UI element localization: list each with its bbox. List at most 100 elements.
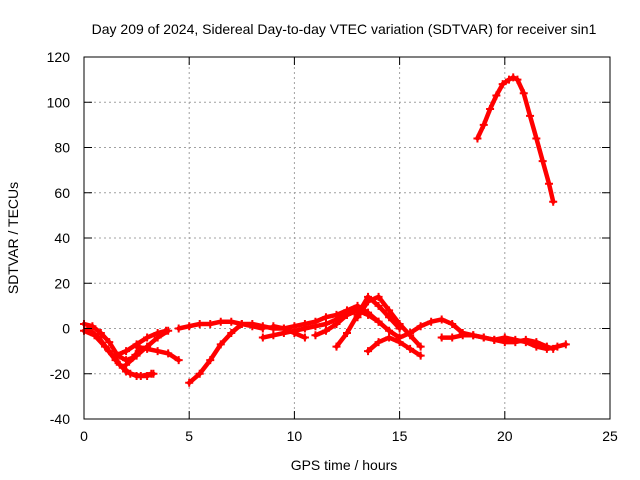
data-point — [136, 372, 145, 381]
data-point — [542, 342, 551, 351]
data-point — [509, 73, 518, 82]
data-point — [153, 333, 162, 342]
data-point — [206, 319, 215, 328]
data-point — [479, 333, 488, 342]
data-point — [416, 322, 425, 331]
data-point — [395, 319, 404, 328]
data-point — [227, 317, 236, 326]
data-point — [206, 356, 215, 365]
data-point — [96, 329, 105, 338]
data-point — [216, 340, 225, 349]
data-point — [532, 134, 541, 143]
data-point — [385, 306, 394, 315]
data-point — [269, 331, 278, 340]
series-line-arc-14 — [365, 335, 423, 358]
data-point — [364, 297, 373, 306]
data-point — [332, 342, 341, 351]
data-point — [374, 292, 383, 301]
y-tick-label: 20 — [54, 275, 70, 291]
data-point — [486, 105, 495, 114]
data-point — [185, 378, 194, 387]
data-point — [216, 317, 225, 326]
data-point — [332, 319, 341, 328]
data-point — [511, 338, 520, 347]
data-point — [374, 338, 383, 347]
data-point — [321, 326, 330, 335]
data-point — [406, 344, 415, 353]
data-point — [395, 338, 404, 347]
data-point — [153, 347, 162, 356]
data-point — [122, 347, 131, 356]
data-point — [427, 317, 436, 326]
data-point — [237, 319, 246, 328]
data-point — [164, 349, 173, 358]
data-point — [385, 333, 394, 342]
x-tick-labels: 0 5 10 15 20 25 — [80, 428, 618, 444]
data-point — [279, 324, 288, 333]
y-tick-label: 60 — [54, 185, 70, 201]
y-axis-label: SDTVAR / TECUs — [5, 182, 21, 294]
data-point — [94, 333, 103, 342]
data-point — [374, 301, 383, 310]
chart-title: Day 209 of 2024, Sidereal Day-to-day VTE… — [92, 21, 597, 37]
data-point — [521, 335, 530, 344]
data-point — [143, 333, 152, 342]
x-tick-label: 5 — [185, 428, 193, 444]
x-tick-label: 15 — [392, 428, 408, 444]
data-point — [311, 322, 320, 331]
data-point — [364, 310, 373, 319]
data-point — [473, 134, 482, 143]
data-point — [105, 347, 114, 356]
series-line-arc-16 — [475, 75, 556, 205]
data-point — [498, 80, 507, 89]
data-point — [195, 319, 204, 328]
data-point — [126, 369, 135, 378]
data-point — [437, 315, 446, 324]
data-point — [258, 324, 267, 333]
data-point — [311, 331, 320, 340]
y-tick-label: 100 — [47, 94, 71, 110]
axis-ticks — [83, 56, 611, 420]
data-point — [437, 333, 446, 342]
data-point — [513, 75, 522, 84]
data-point — [343, 329, 351, 338]
data-point — [416, 351, 425, 360]
data-point — [532, 338, 541, 347]
data-point — [147, 369, 156, 378]
y-tick-labels: -40 -20 0 20 40 60 80 100 120 — [47, 49, 71, 427]
data-point — [353, 313, 362, 322]
y-tick-label: -20 — [50, 366, 70, 382]
data-point — [500, 338, 509, 347]
gridlines — [84, 57, 610, 419]
data-point — [300, 333, 309, 342]
data-point — [321, 319, 330, 328]
data-point — [526, 111, 535, 120]
data-point — [269, 322, 278, 331]
data-point — [469, 331, 478, 340]
data-point — [105, 338, 114, 347]
y-tick-label: 80 — [54, 140, 70, 156]
data-point — [553, 342, 562, 351]
data-point — [174, 356, 183, 365]
data-point — [132, 342, 141, 351]
data-point — [195, 369, 204, 378]
data-point — [185, 322, 194, 331]
data-point — [448, 333, 457, 342]
data-point — [561, 340, 570, 349]
data-point — [111, 351, 120, 360]
data-point — [549, 197, 558, 206]
data-point — [122, 360, 131, 369]
data-point — [248, 322, 257, 331]
data-point — [374, 317, 383, 326]
data-point — [458, 331, 467, 340]
x-tick-label: 10 — [287, 428, 303, 444]
data-point — [406, 331, 415, 340]
y-tick-label: 120 — [47, 49, 71, 65]
series-line-arc-10 — [271, 323, 308, 340]
data-point — [88, 322, 97, 331]
data-point — [290, 329, 299, 338]
data-point — [416, 342, 425, 351]
data-point — [448, 319, 457, 328]
data-point — [385, 326, 394, 335]
